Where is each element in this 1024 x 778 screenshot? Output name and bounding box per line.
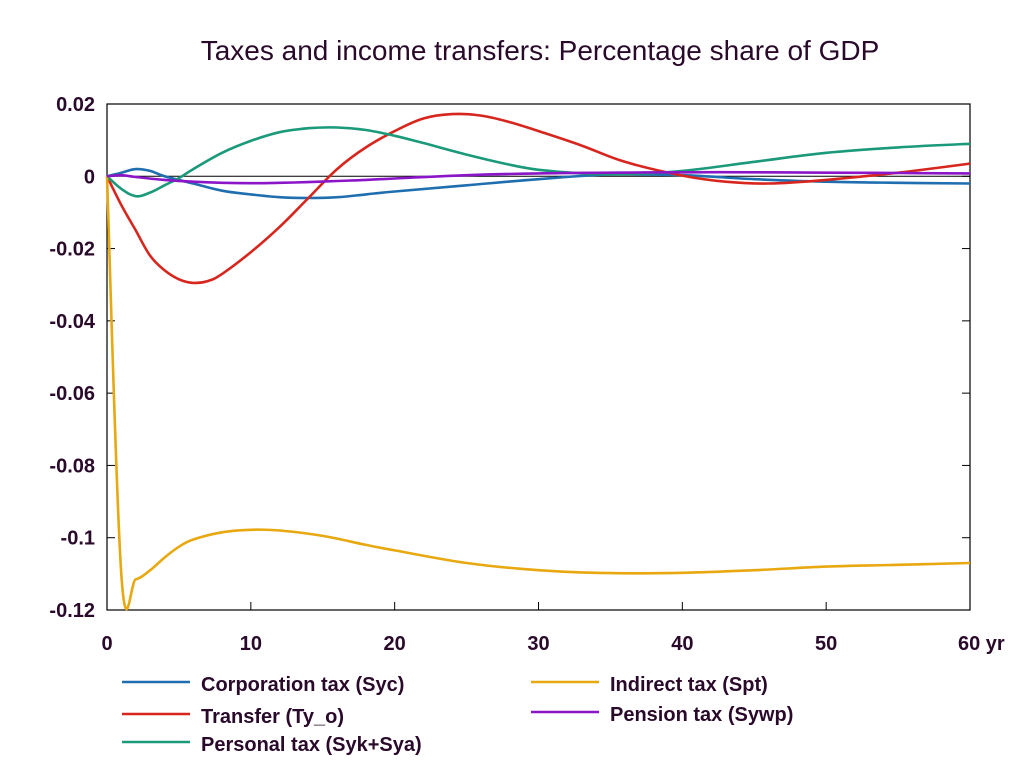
y-tick-label: -0.06 — [49, 383, 95, 405]
x-tick-label: 50 — [815, 633, 837, 655]
legend-label: Indirect tax (Spt) — [610, 674, 768, 696]
series-line-pension-tax-sywp — [106, 170, 971, 185]
legend-label: Personal tax (Syk+Sya) — [201, 734, 422, 756]
series-line-indirect-tax-spt — [105, 176, 971, 611]
x-tick-label: 0 — [101, 633, 112, 655]
x-tick-label: 10 — [240, 633, 262, 655]
series-line-corporation-tax-syc — [106, 167, 971, 200]
legend-label: Corporation tax (Syc) — [201, 674, 404, 696]
legend-label: Transfer (Ty_o) — [201, 706, 344, 728]
chart-title: Taxes and income transfers: Percentage s… — [201, 35, 880, 66]
y-tick-label: -0.1 — [61, 528, 95, 550]
x-tick-label: 20 — [384, 633, 406, 655]
y-tick-label: -0.08 — [49, 455, 95, 477]
legend-label: Pension tax (Sywp) — [610, 704, 793, 726]
plot-area: 0.02 0 -0.02 -0.04 -0.06 -0.08 -0.1 -0.12 0 10 20 3… — [49, 94, 1005, 655]
series-line-transfer-ty-o — [105, 112, 971, 285]
y-tick-label: -0.12 — [49, 600, 95, 622]
y-tick-label: 0.02 — [56, 94, 95, 116]
y-tick-label: 0 — [84, 166, 95, 188]
x-tick-label: 40 — [671, 633, 693, 655]
x-tick-label: 30 — [527, 633, 549, 655]
y-tick-label: -0.02 — [49, 239, 95, 261]
legend: Corporation tax (Syc) Transfer (Ty_o) Pers… — [122, 674, 793, 756]
y-tick-label: -0.04 — [49, 311, 95, 333]
series-line-personal-tax-syk-sya — [106, 126, 971, 198]
x-tick-label: 60 yr — [958, 633, 1005, 655]
